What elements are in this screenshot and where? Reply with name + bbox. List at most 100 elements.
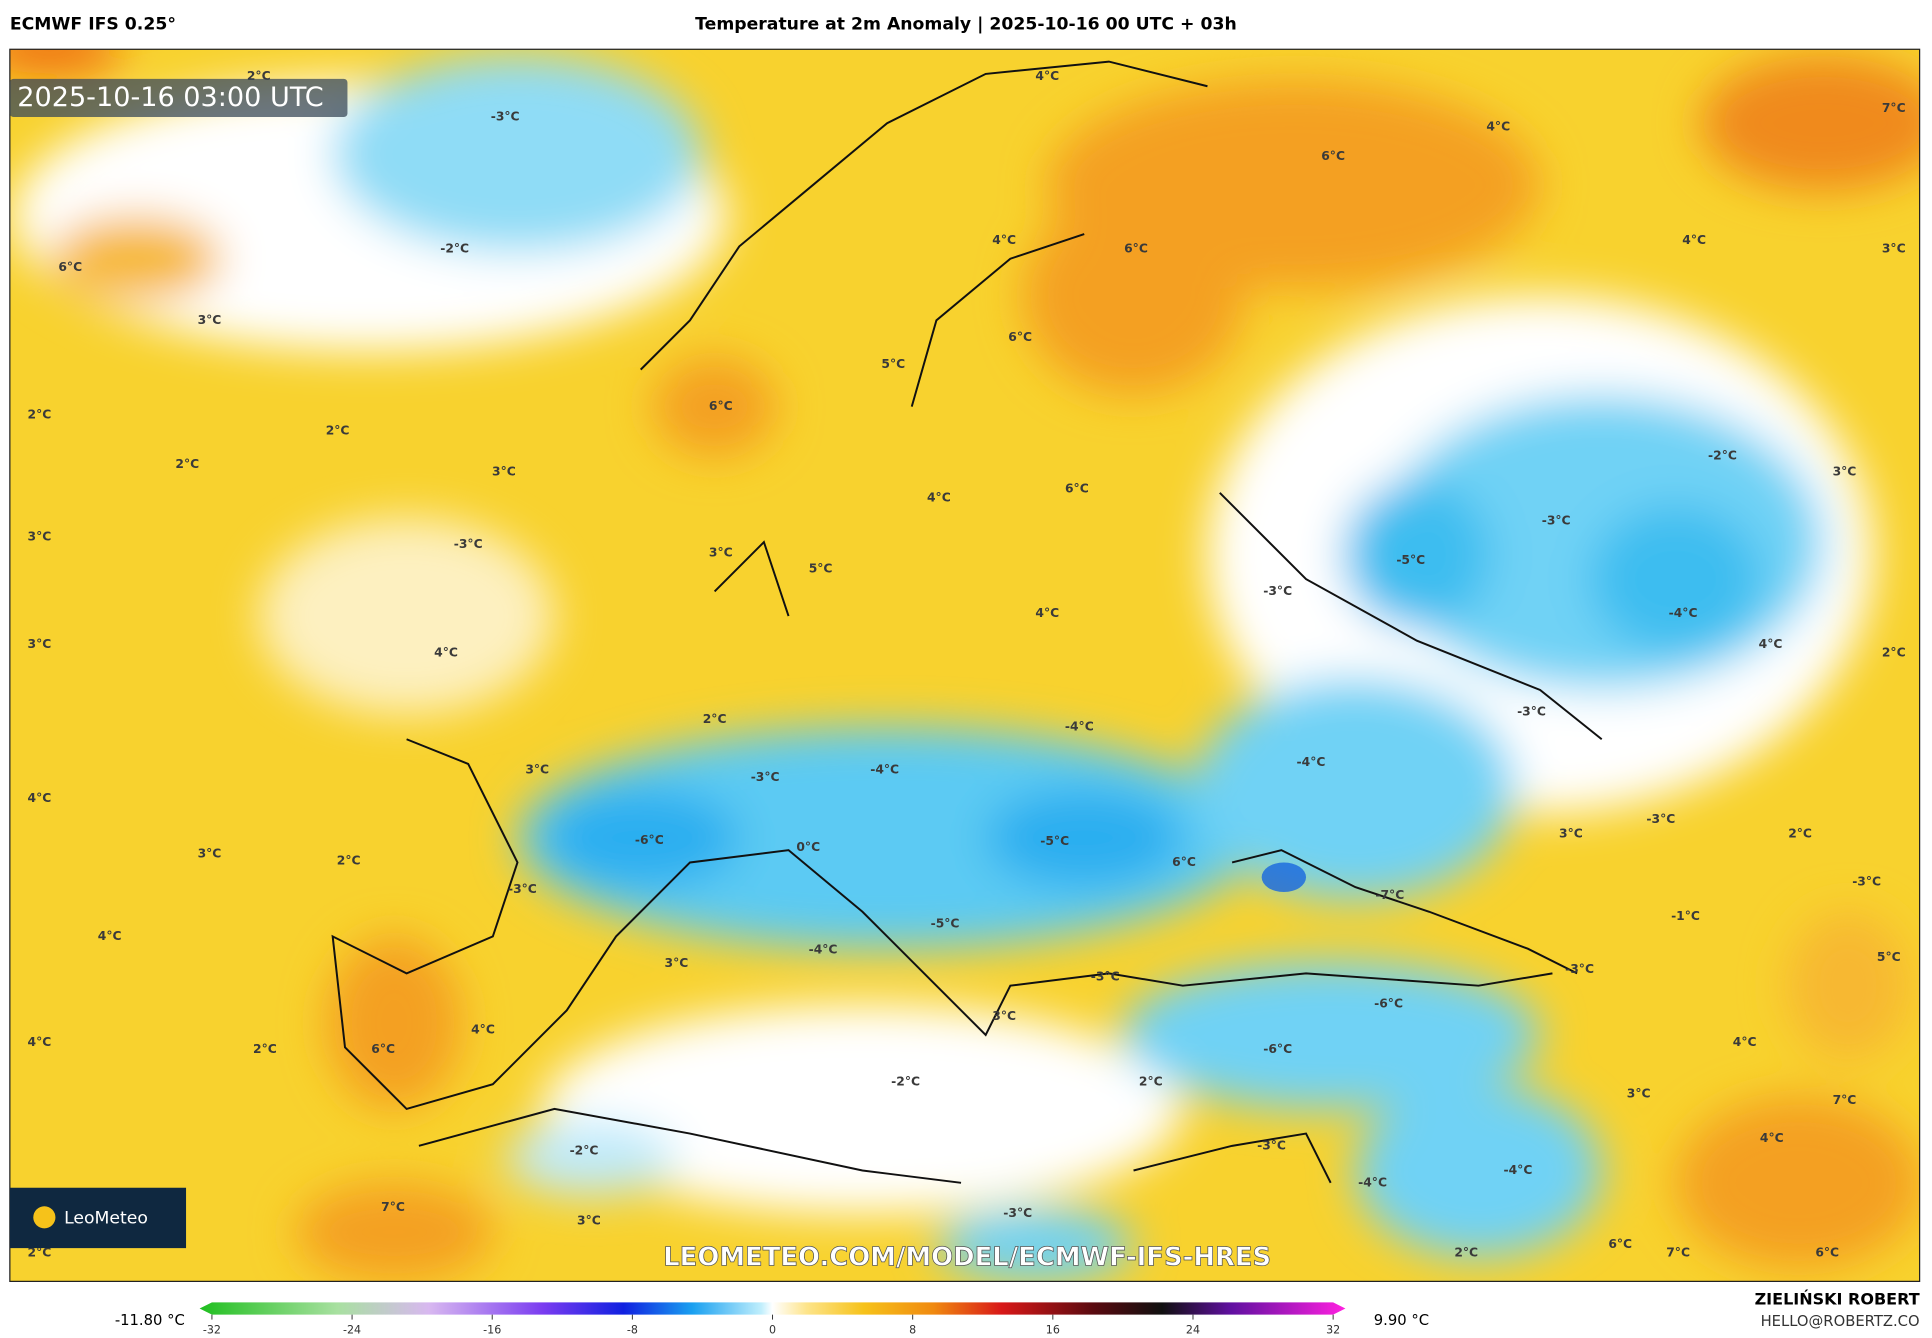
map-title: Temperature at 2m Anomaly | 2025-10-16 0…	[695, 15, 1237, 35]
temperature-label: 3°C	[28, 530, 52, 544]
temperature-label: -4°C	[1504, 1163, 1533, 1177]
temperature-label: 3°C	[1627, 1087, 1651, 1101]
temperature-label: 3°C	[1882, 241, 1906, 255]
temperature-label: 4°C	[28, 1035, 52, 1049]
temperature-label: -6°C	[635, 833, 664, 847]
colorbar-tick-label: 24	[1186, 1324, 1200, 1337]
temperature-label: 5°C	[881, 357, 905, 371]
temperature-label: -1°C	[1671, 909, 1700, 923]
temperature-label: -3°C	[508, 882, 537, 896]
colorbar-tick-label: -32	[203, 1324, 221, 1337]
temperature-label: 2°C	[1454, 1246, 1478, 1260]
temperature-label: -2°C	[570, 1143, 599, 1157]
temperature-label: 3°C	[577, 1214, 601, 1228]
temperature-label: 3°C	[709, 546, 733, 560]
temperature-label: -3°C	[1852, 875, 1881, 889]
temperature-label: 3°C	[1559, 827, 1583, 841]
temperature-label: -3°C	[1542, 514, 1571, 528]
canvas: ECMWF IFS 0.25° Temperature at 2m Anomal…	[9, 15, 1921, 1337]
author: ZIELIŃSKI ROBERT	[1755, 1289, 1920, 1308]
colorbar-tick-label: 8	[909, 1324, 916, 1337]
temperature-label: 6°C	[1608, 1237, 1632, 1251]
temperature-label: -3°C	[1263, 584, 1292, 598]
temperature-label: 2°C	[703, 712, 727, 726]
email: HELLO@ROBERTZ.CO	[1761, 1313, 1920, 1330]
map-frame	[9, 48, 1921, 1283]
temperature-label: -4°C	[1669, 606, 1698, 620]
temperature-label: 7°C	[1882, 101, 1906, 115]
colorbar-tick-label: -8	[627, 1324, 638, 1337]
temperature-label: 2°C	[28, 1246, 52, 1260]
temperature-label: 4°C	[1682, 233, 1706, 247]
temperature-label: 6°C	[1815, 1246, 1839, 1260]
temperature-label: 4°C	[1759, 637, 1783, 651]
temperature-label: -2°C	[891, 1074, 920, 1088]
colorbar: -32 -24 -16 -8 0 8 16 24 32	[199, 1302, 1346, 1337]
model-name: ECMWF IFS 0.25°	[10, 15, 176, 35]
temperature-label: -3°C	[1003, 1206, 1032, 1220]
temperature-label: 5°C	[809, 562, 833, 576]
temperature-label: 6°C	[709, 399, 733, 413]
colorbar-tick-label: 32	[1326, 1324, 1340, 1337]
coastlines	[331, 60, 1603, 1184]
temperature-label: 3°C	[525, 763, 549, 777]
temperature-label: 2°C	[1788, 827, 1812, 841]
temperature-label: -5°C	[1040, 834, 1069, 848]
temperature-label: -3°C	[1091, 970, 1120, 984]
colorbar-tick-label: 16	[1046, 1324, 1060, 1337]
temperature-label: 7°C	[381, 1200, 405, 1214]
temperature-label: -4°C	[1297, 755, 1326, 769]
temperature-label: 2°C	[326, 424, 350, 438]
temperature-label: 6°C	[1008, 330, 1032, 344]
temperature-label: -4°C	[1358, 1175, 1387, 1189]
timestamp: 2025-10-16 03:00 UTC	[17, 82, 323, 113]
temperature-label: -3°C	[1646, 812, 1675, 826]
temperature-label: 3°C	[492, 464, 516, 478]
temperature-label: 6°C	[58, 260, 82, 274]
temperature-label: -4°C	[809, 942, 838, 956]
temperature-label: 6°C	[1124, 241, 1148, 255]
temperature-label: 2°C	[175, 457, 199, 471]
labels: 2°C -3°C 4°C 4°C 7°C 6°C -2°C 6°C 4°C 6°C 4°C 3°C 3°…	[28, 69, 1906, 1260]
temperature-label: 6°C	[1065, 482, 1089, 496]
temperature-label: 4°C	[98, 929, 122, 943]
temperature-label: 4°C	[992, 233, 1016, 247]
temperature-label: 4°C	[1733, 1035, 1757, 1049]
temperature-label: -7°C	[1375, 888, 1404, 902]
temperature-label: 2°C	[1882, 646, 1906, 660]
temperature-label: -4°C	[870, 763, 899, 777]
logo-icon	[33, 1206, 56, 1229]
temperature-label: 3°C	[198, 846, 222, 860]
temperature-label: 7°C	[1666, 1246, 1690, 1260]
temperature-label: -6°C	[1263, 1042, 1292, 1056]
temperature-label: -5°C	[1396, 553, 1425, 567]
colorbar-min: -11.80 °C	[115, 1312, 185, 1329]
temperature-label: -3°C	[1257, 1138, 1286, 1152]
temperature-label: 6°C	[1172, 855, 1196, 869]
temperature-label: -4°C	[1065, 719, 1094, 733]
temperature-label: 3°C	[198, 313, 222, 327]
temperature-label: 4°C	[927, 490, 951, 504]
temperature-label: 2°C	[253, 1042, 277, 1056]
colorbar-tick-label: -24	[343, 1324, 361, 1337]
temperature-label: 3°C	[1833, 464, 1857, 478]
temperature-label: 4°C	[471, 1023, 495, 1037]
temperature-label: -5°C	[931, 917, 960, 931]
colorbar-tick-label: -16	[483, 1324, 501, 1337]
temperature-label: 4°C	[1035, 69, 1059, 83]
url-watermark: LEOMETEO.COM/MODEL/ECMWF-IFS-HRES	[663, 1242, 1271, 1272]
map: 2°C -3°C 4°C 4°C 7°C 6°C -2°C 6°C 4°C 6°C 4°C 3°C 3°…	[9, 49, 1920, 1282]
temperature-label: -3°C	[751, 770, 780, 784]
temperature-label: 6°C	[371, 1042, 395, 1056]
temperature-label: -2°C	[440, 241, 469, 255]
temperature-label: 7°C	[1833, 1093, 1857, 1107]
logo-text: LeoMeteo	[64, 1209, 148, 1229]
temperature-label: 4°C	[1035, 606, 1059, 620]
timestamp-box	[9, 78, 348, 118]
temperature-label: -3°C	[1565, 962, 1594, 976]
colorbar-bar	[199, 1302, 1346, 1315]
temperature-label: -3°C	[454, 537, 483, 551]
temperature-label: 4°C	[1486, 119, 1510, 133]
temperature-label: 2°C	[337, 854, 361, 868]
